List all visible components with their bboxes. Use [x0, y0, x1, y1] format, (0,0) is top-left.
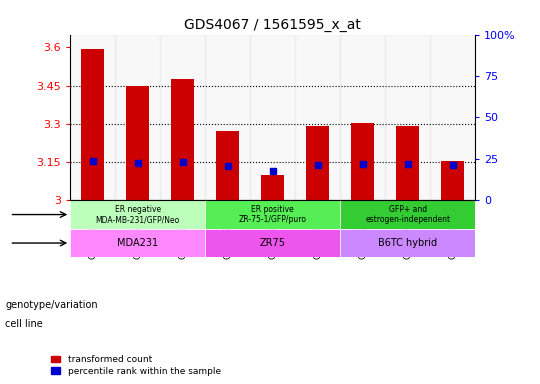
Text: ER negative
MDA-MB-231/GFP/Neo: ER negative MDA-MB-231/GFP/Neo [96, 205, 180, 224]
Bar [430, 35, 475, 200]
Bar [160, 35, 205, 200]
Bar [172, 79, 194, 200]
Bar [126, 86, 149, 200]
Bar [295, 35, 340, 200]
FancyBboxPatch shape [70, 200, 205, 229]
Bar [385, 35, 430, 200]
Bar [295, 35, 340, 200]
Bar [430, 35, 475, 200]
Bar [115, 35, 160, 200]
Text: ER positive
ZR-75-1/GFP/puro: ER positive ZR-75-1/GFP/puro [239, 205, 307, 224]
Bar [396, 126, 419, 200]
Text: cell line: cell line [5, 319, 43, 329]
Bar [340, 35, 385, 200]
FancyBboxPatch shape [205, 200, 340, 229]
Bar [340, 35, 385, 200]
Title: GDS4067 / 1561595_x_at: GDS4067 / 1561595_x_at [184, 18, 361, 32]
Bar [307, 126, 329, 200]
Bar [160, 35, 205, 200]
Bar [217, 131, 239, 200]
Text: B6TC hybrid: B6TC hybrid [378, 238, 437, 248]
FancyBboxPatch shape [340, 200, 475, 229]
Bar [70, 35, 115, 200]
Bar [442, 161, 464, 200]
Bar [385, 35, 430, 200]
FancyBboxPatch shape [205, 229, 340, 257]
Text: genotype/variation: genotype/variation [5, 300, 98, 310]
Legend: transformed count, percentile rank within the sample: transformed count, percentile rank withi… [48, 352, 224, 379]
Bar [250, 35, 295, 200]
Text: MDA231: MDA231 [117, 238, 158, 248]
Bar [70, 35, 115, 200]
Bar [352, 122, 374, 200]
Bar [250, 35, 295, 200]
FancyBboxPatch shape [340, 229, 475, 257]
Bar [82, 49, 104, 200]
FancyBboxPatch shape [70, 229, 205, 257]
Bar [261, 175, 284, 200]
Bar [205, 35, 250, 200]
Bar [115, 35, 160, 200]
Text: GFP+ and
estrogen-independent: GFP+ and estrogen-independent [365, 205, 450, 224]
Bar [205, 35, 250, 200]
Text: ZR75: ZR75 [260, 238, 286, 248]
